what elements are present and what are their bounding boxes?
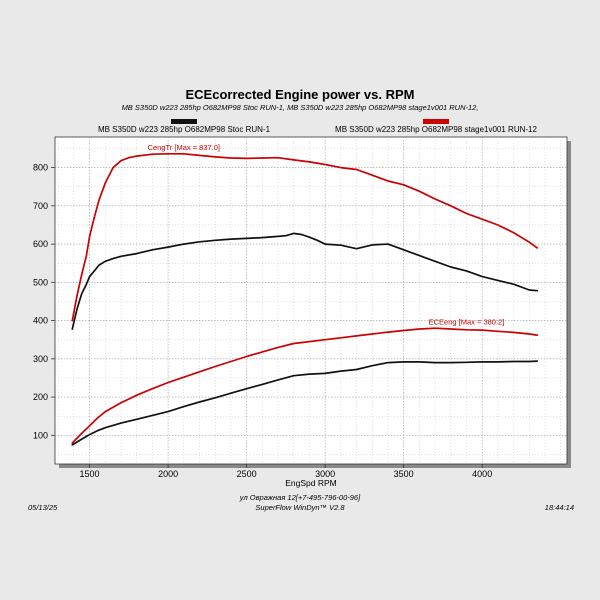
series-group [71, 152, 539, 446]
footer-software: SuperFlow WinDyn™ V2.8 [255, 503, 345, 512]
x-tick-label: 3000 [315, 469, 335, 479]
annotation-eceeng-max: ECEeng [Max = 380.2] [429, 317, 505, 326]
y-tick-label: 300 [33, 354, 48, 364]
y-tick-label: 700 [33, 201, 48, 211]
x-tick-label: 1500 [80, 469, 100, 479]
y-tick-label: 600 [33, 239, 48, 249]
y-tick-label: 800 [33, 163, 48, 173]
annotation-cengtr-max: CengTr [Max = 837.0] [148, 143, 220, 152]
x-tick-label: 4000 [472, 469, 492, 479]
legend: MB S350D w223 285hp O682MP98 Stoc RUN-1 … [98, 119, 537, 134]
x-tick-label: 2500 [237, 469, 257, 479]
series-line-2 [71, 360, 539, 446]
footer-date: 05/13/25 [28, 503, 58, 512]
footer-time: 18:44:14 [545, 503, 574, 512]
x-tick-label: 2000 [158, 469, 178, 479]
grid [51, 137, 567, 468]
y-tick-label: 200 [33, 392, 48, 402]
y-tick-label: 400 [33, 316, 48, 326]
tick-labels: 1500 2000 2500 3000 3500 4000 100 200 300 400 500 6… [33, 163, 492, 479]
series-line-0 [71, 232, 539, 330]
legend-label-stoc: MB S350D w223 285hp O682MP98 Stoc RUN-1 [98, 125, 271, 134]
footer-address: ул Овражная 12[+7-495-796-00-96] [239, 493, 361, 502]
legend-swatch-stoc [171, 119, 197, 124]
legend-swatch-stage1 [423, 119, 449, 124]
x-axis-label: EngSpd RPM [285, 478, 337, 488]
series-line-1 [71, 152, 539, 322]
y-tick-label: 500 [33, 277, 48, 287]
y-tick-label: 100 [33, 430, 48, 440]
x-tick-label: 3500 [394, 469, 414, 479]
chart-subtitle: MB S350D w223 285hp O682MP98 Stoc RUN-1,… [122, 103, 479, 112]
series-line-3 [71, 327, 539, 444]
plot-area [54, 136, 568, 465]
legend-label-stage1: MB S350D w223 285hp O682MP98 stage1v001 … [335, 125, 537, 134]
chart-title: ECEcorrected Engine power vs. RPM [185, 87, 414, 102]
